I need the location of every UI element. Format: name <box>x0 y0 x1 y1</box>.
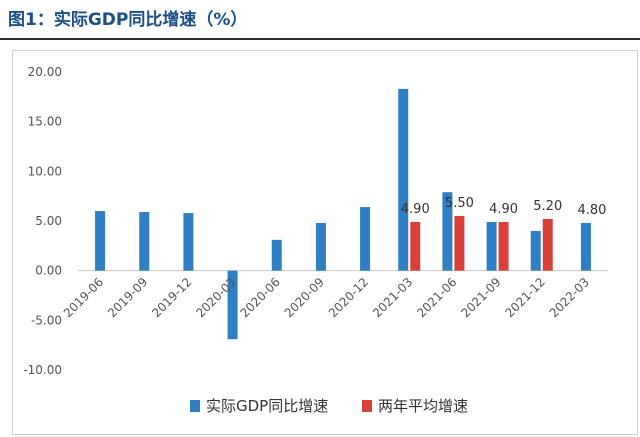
bar-two-year-avg <box>410 221 421 271</box>
x-tick-label: 2021-09 <box>458 275 503 320</box>
x-tick-label: 2019-12 <box>149 275 194 320</box>
x-tick-label: 2019-09 <box>105 275 150 320</box>
bar-gdp-yoy <box>398 88 409 271</box>
x-tick-label: 2020-09 <box>282 275 327 320</box>
x-tick-label: 2021-12 <box>503 275 548 320</box>
x-tick-label: 2021-03 <box>370 275 415 320</box>
y-tick-label: 20.00 <box>28 65 62 79</box>
y-tick-label: 10.00 <box>28 164 62 178</box>
legend-swatch <box>362 400 372 412</box>
y-tick-label: -5.00 <box>31 313 62 327</box>
bar-gdp-yoy <box>486 221 497 271</box>
legend-swatch <box>190 400 200 412</box>
legend-label: 实际GDP同比增速 <box>206 397 328 415</box>
bar-two-year-avg <box>498 221 509 271</box>
bar-gdp-yoy <box>139 212 150 271</box>
data-label: 4.80 <box>577 203 606 218</box>
x-tick-label: 2021-06 <box>414 275 459 320</box>
bar-gdp-yoy <box>580 222 591 271</box>
plot-frame <box>12 50 638 435</box>
y-tick-label: -10.00 <box>23 363 62 377</box>
bar-gdp-yoy <box>227 270 238 340</box>
x-tick-label: 2020-12 <box>326 275 371 320</box>
x-tick-label: 2022-03 <box>547 275 592 320</box>
bar-gdp-yoy <box>315 222 326 271</box>
bar-two-year-avg <box>454 216 465 271</box>
title-divider <box>0 38 640 40</box>
y-tick-label: 0.00 <box>35 264 62 278</box>
legend-label: 两年平均增速 <box>378 397 468 415</box>
y-tick-label: 5.00 <box>35 214 62 228</box>
chart-title: 图1：实际GDP同比增速（%） <box>8 10 248 30</box>
bar-gdp-yoy <box>360 207 371 271</box>
bar-gdp-yoy <box>95 211 106 271</box>
bar-gdp-yoy <box>530 230 541 271</box>
bar-gdp-yoy <box>271 239 282 271</box>
x-tick-label: 2019-06 <box>61 275 106 320</box>
data-label: 4.90 <box>401 202 430 217</box>
data-label: 4.90 <box>489 202 518 217</box>
data-label: 5.50 <box>445 196 474 211</box>
data-label: 5.20 <box>533 199 562 214</box>
bar-gdp-yoy <box>183 213 194 271</box>
x-tick-label: 2020-06 <box>238 275 283 320</box>
bar-two-year-avg <box>542 219 553 271</box>
y-tick-label: 15.00 <box>28 115 62 129</box>
bar-gdp-yoy <box>442 192 453 271</box>
